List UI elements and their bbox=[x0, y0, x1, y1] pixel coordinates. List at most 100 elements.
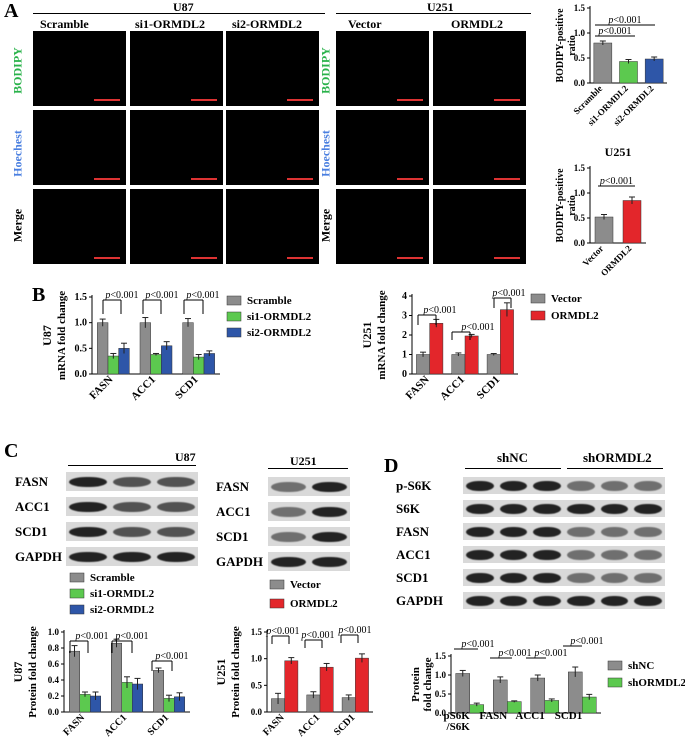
p-rest: <0.001 bbox=[575, 636, 603, 647]
x-tick-label-line: SCD1 bbox=[475, 374, 503, 402]
micrograph-bodipy-vector bbox=[336, 31, 429, 106]
p-value-annotation: p<0.001 bbox=[74, 631, 108, 642]
y-tick-label: 0.2 bbox=[48, 691, 60, 701]
d-band bbox=[466, 549, 494, 560]
bar bbox=[355, 657, 369, 713]
d-band bbox=[567, 572, 595, 583]
p-symbol: p bbox=[533, 648, 539, 659]
x-tick-label-line: ACC1 bbox=[102, 712, 129, 739]
x-tick-label: ACC1 bbox=[102, 712, 129, 739]
c-u87-band bbox=[69, 551, 107, 562]
scale-bar bbox=[494, 257, 520, 259]
d-band bbox=[499, 595, 528, 606]
c-u87-band bbox=[157, 476, 195, 487]
y-axis-label: Proteinfold change bbox=[410, 657, 434, 711]
c-u87-label-scd1: SCD1 bbox=[15, 523, 48, 539]
d-band bbox=[634, 526, 662, 537]
p-rest: <0.001 bbox=[613, 15, 641, 26]
y-axis-label: Protein fold change bbox=[230, 626, 242, 718]
micrograph-hoechest-scramble bbox=[33, 110, 126, 185]
y-tick-label: 1.0 bbox=[435, 670, 447, 680]
c-u87-band bbox=[157, 551, 195, 562]
d-group-shormdl2: shORMDL2 bbox=[583, 450, 652, 465]
p-value-annotation: p<0.001 bbox=[597, 26, 631, 37]
legend-swatch bbox=[69, 588, 85, 599]
legend-swatch bbox=[69, 604, 85, 615]
d-group-shnc: shNC bbox=[497, 450, 529, 465]
bar bbox=[464, 335, 479, 375]
d-band bbox=[533, 526, 561, 537]
scale-bar bbox=[494, 178, 520, 180]
bar bbox=[319, 666, 334, 713]
y-axis-label-line: fold change bbox=[422, 657, 434, 711]
x-tick-label-line: SCD1 bbox=[173, 374, 201, 402]
d-band bbox=[600, 480, 629, 491]
y-tick-label: 0.0 bbox=[574, 78, 586, 88]
bar bbox=[97, 322, 109, 375]
bar bbox=[451, 354, 466, 375]
panel-label-c: C bbox=[4, 440, 19, 462]
d-label-acc1: ACC1 bbox=[396, 546, 431, 562]
p-value-annotation: p<0.001 bbox=[185, 290, 219, 301]
p-value-annotation: p<0.001 bbox=[533, 648, 567, 659]
x-tick-label-line: pS6K bbox=[443, 710, 470, 722]
y-tick-label: 4 bbox=[402, 291, 407, 302]
y-tick-label: 0.5 bbox=[251, 680, 263, 690]
bar bbox=[568, 671, 583, 714]
bar bbox=[107, 355, 119, 375]
c-u87-band bbox=[113, 526, 151, 537]
d-band bbox=[600, 572, 629, 583]
d-label-s6k: S6K bbox=[396, 500, 420, 516]
x-tick-label: pS6K/S6K bbox=[443, 710, 470, 733]
x-tick-label-line: FASN bbox=[404, 374, 432, 402]
p-value-annotation: p<0.001 bbox=[491, 288, 525, 299]
c-u251-band bbox=[271, 506, 306, 517]
p-symbol: p bbox=[422, 305, 428, 316]
y-axis-label: BODIPY-positiveratio bbox=[555, 168, 578, 243]
c-u87-header-line bbox=[68, 465, 196, 466]
y-tick-label: 1.5 bbox=[251, 627, 263, 637]
p-rest: <0.001 bbox=[80, 631, 108, 642]
p-symbol: p bbox=[460, 322, 466, 333]
c-u87-band bbox=[113, 476, 151, 487]
micrograph-merge-vector bbox=[336, 189, 429, 264]
c-u87-band bbox=[157, 526, 195, 537]
chart-A-U251-bodipy: 0.00.51.01.5BODIPY-positiveratioU251Vect… bbox=[555, 145, 646, 278]
p-rest: <0.001 bbox=[466, 639, 494, 650]
p-symbol: p bbox=[597, 26, 603, 37]
y-tick-label: 1.5 bbox=[75, 292, 88, 303]
p-symbol: p bbox=[460, 639, 466, 650]
y-tick-label: 0.5 bbox=[574, 53, 586, 63]
d-label-scd1: SCD1 bbox=[396, 569, 429, 585]
y-tick-label: 1.0 bbox=[48, 627, 60, 637]
p-rest: <0.001 bbox=[150, 290, 178, 301]
scale-bar bbox=[494, 99, 520, 101]
p-symbol: p bbox=[569, 636, 575, 647]
c-u251-band bbox=[312, 531, 347, 542]
bar bbox=[150, 354, 162, 375]
y-axis-label-line: BODIPY-positive bbox=[555, 8, 566, 83]
y-tick-label: 0.5 bbox=[574, 213, 586, 223]
d-band bbox=[600, 526, 629, 537]
bar bbox=[594, 216, 614, 244]
micrograph-bodipy-si2 bbox=[226, 31, 319, 106]
y-tick-label: 3 bbox=[402, 311, 407, 322]
col-label-scramble: Scramble bbox=[40, 17, 89, 31]
micrograph-bodipy-si1 bbox=[130, 31, 223, 106]
p-rest: <0.001 bbox=[306, 630, 334, 641]
panel-label-a: A bbox=[4, 0, 19, 22]
micrograph-hoechest-si2 bbox=[226, 110, 319, 185]
d-band bbox=[466, 526, 494, 537]
y-tick-label: 0.0 bbox=[435, 708, 447, 718]
legend-label: ORMDL2 bbox=[551, 310, 599, 322]
p-value-annotation: p<0.001 bbox=[144, 290, 178, 301]
x-tick-label: SCD1 bbox=[146, 712, 171, 737]
p-value-annotation: p<0.001 bbox=[460, 639, 494, 650]
y-axis-label-line: Protein bbox=[410, 667, 422, 702]
p-value-annotation: p<0.001 bbox=[104, 290, 138, 301]
scale-bar bbox=[94, 178, 120, 180]
p-symbol: p bbox=[114, 631, 120, 642]
